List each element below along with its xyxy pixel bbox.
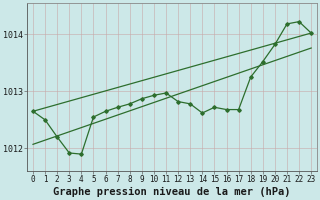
X-axis label: Graphe pression niveau de la mer (hPa): Graphe pression niveau de la mer (hPa) — [53, 187, 291, 197]
